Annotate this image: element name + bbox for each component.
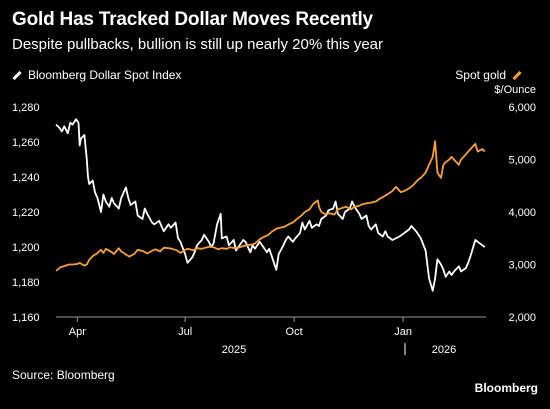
brand-logo: Bloomberg (474, 381, 538, 395)
legend-dollar-label: Bloomberg Dollar Spot Index (28, 68, 182, 82)
y-right-tick-4: 6,000 (508, 102, 536, 114)
y-right-tick-1: 3,000 (508, 260, 536, 272)
legend-dollar: Bloomberg Dollar Spot Index (12, 68, 181, 82)
x-year-1: 2026 (432, 344, 456, 356)
y-left-tick-4: 1,240 (12, 172, 40, 184)
source-note: Source: Bloomberg (12, 368, 115, 382)
chart-subtitle: Despite pullbacks, bullion is still up n… (12, 36, 384, 53)
x-tick-0: Apr (69, 326, 86, 338)
series-line-gold (55, 140, 486, 272)
y-left-tick-2: 1,200 (12, 242, 40, 254)
legend-gold: Spot gold (455, 68, 528, 82)
y-right-tick-2: 4,000 (508, 207, 536, 219)
x-tick-1: Jul (178, 326, 192, 338)
legend-gold-label: Spot gold (455, 68, 506, 82)
x-tick-3: Jan (394, 326, 412, 338)
series-line-dollar (55, 118, 486, 292)
x-tick-2: Oct (286, 326, 303, 338)
y-left-tick-0: 1,160 (12, 312, 40, 324)
y-right-unit: $/Ounce (494, 84, 536, 96)
y-left-tick-3: 1,220 (12, 207, 40, 219)
y-left-tick-1: 1,180 (12, 277, 40, 289)
x-year-0: 2025 (222, 344, 246, 356)
y-right-tick-0: 2,000 (508, 312, 536, 324)
y-left-tick-6: 1,280 (12, 102, 40, 114)
chart-title: Gold Has Tracked Dollar Moves Recently (12, 9, 373, 30)
y-left-tick-5: 1,260 (12, 137, 40, 149)
y-right-tick-3: 5,000 (508, 155, 536, 167)
